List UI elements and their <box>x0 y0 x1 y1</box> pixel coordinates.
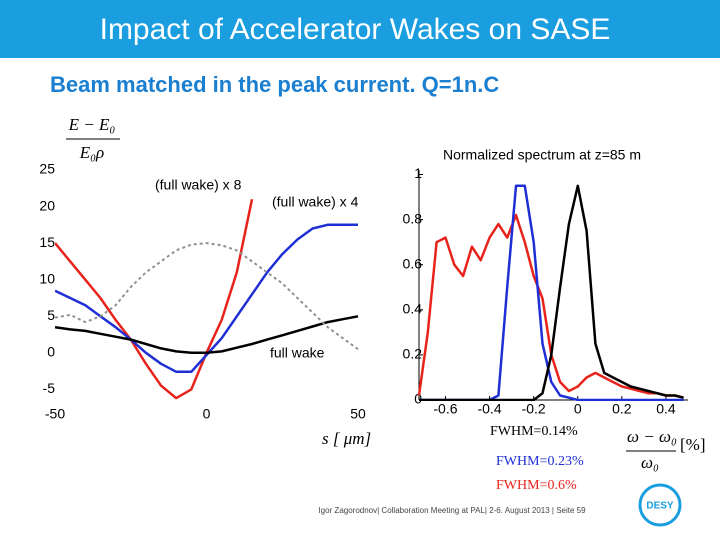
x-tick-label: 50 <box>350 406 366 422</box>
y-label-denominator: E₀ρ <box>79 143 104 162</box>
series-line <box>55 223 358 374</box>
x-label-denominator: ω₀ <box>641 453 659 472</box>
logo-ring <box>638 483 682 527</box>
x-tick-label: -0.4 <box>477 401 501 417</box>
x-label: s [ μm] <box>322 429 371 448</box>
y-label-numerator: E − E₀ <box>68 115 116 134</box>
y-tick-label: 1 <box>414 165 422 181</box>
annotation: (full wake) x 8 <box>155 177 242 193</box>
y-tick-label: 0 <box>47 344 55 360</box>
annotation: (full wake) x 4 <box>272 194 359 210</box>
chart-title: Normalized spectrum at z=85 m <box>443 147 641 163</box>
y-tick-label: 0.2 <box>403 346 423 362</box>
x-tick-label: -0.6 <box>433 401 457 417</box>
annotation: full wake <box>270 345 325 361</box>
y-tick-label: 0.8 <box>403 210 423 226</box>
slide-subtitle: Beam matched in the peak current. Q=1n.C <box>50 72 499 97</box>
y-tick-label: 0.4 <box>403 301 423 317</box>
y-tick-label: 0.6 <box>403 255 423 271</box>
y-tick-label: 20 <box>39 197 55 213</box>
x-tick-label: 0 <box>574 401 582 417</box>
y-tick-label: -5 <box>43 380 56 396</box>
slide-title: Impact of Accelerator Wakes on SASE <box>100 13 611 46</box>
x-tick-label: -50 <box>45 406 65 422</box>
logo-text: DESY <box>646 501 674 512</box>
fwhm-label: FWHM=0.14% <box>490 424 578 439</box>
x-tick-label: 0 <box>203 406 211 422</box>
plot-area <box>418 184 684 401</box>
y-tick-label: 10 <box>39 270 55 286</box>
series-line <box>419 184 684 401</box>
x-label-numerator: ω − ω₀ <box>627 427 677 446</box>
x-tick-label: 0.2 <box>612 401 632 417</box>
x-label-unit: [%] <box>680 435 705 454</box>
y-tick-label: 0 <box>414 391 422 407</box>
footer: Igor Zagorodnov| Collaboration Meeting a… <box>318 506 586 515</box>
y-tick-label: 5 <box>47 307 55 323</box>
x-tick-label: -0.2 <box>522 401 546 417</box>
x-tick-label: 0.4 <box>656 401 676 417</box>
y-tick-label: 15 <box>39 234 55 250</box>
y-tick-label: 25 <box>39 161 55 177</box>
series-line <box>55 242 359 351</box>
series-line <box>55 315 359 355</box>
series-line <box>55 199 254 400</box>
fwhm-label: FWHM=0.6% <box>496 478 577 493</box>
fwhm-label: FWHM=0.23% <box>496 454 584 469</box>
plot-area <box>55 199 359 400</box>
header-bar <box>0 0 720 58</box>
